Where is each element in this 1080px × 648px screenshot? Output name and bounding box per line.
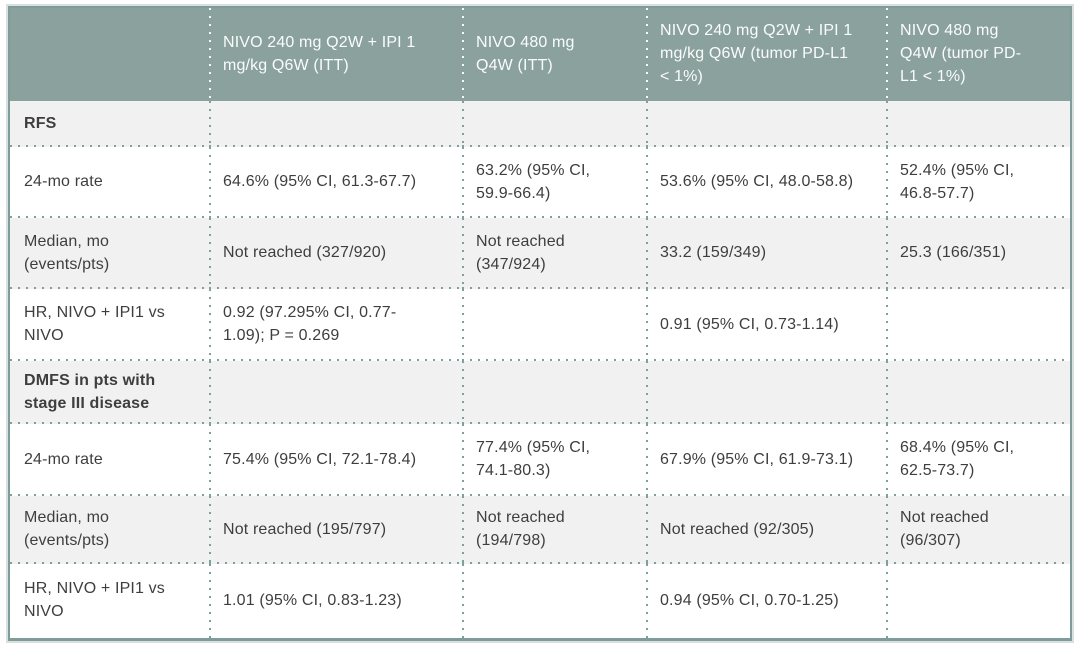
data-cell — [646, 101, 886, 147]
outcomes-table: NIVO 240 mg Q2W + IPI 1 mg/kg Q6W (ITT) … — [8, 6, 1072, 641]
table-row-dmfs-hr: HR, NIVO + IPI1 vs NIVO 1.01 (95% CI, 0.… — [10, 564, 1070, 638]
row-label: 24-mo rate — [10, 147, 209, 218]
data-cell — [886, 101, 1070, 147]
data-cell: Not reached (194/798) — [462, 496, 646, 564]
data-cell: 25.3 (166/351) — [886, 218, 1070, 289]
table-row-dmfs-24mo: 24-mo rate 75.4% (95% CI, 72.1-78.4) 77.… — [10, 424, 1070, 496]
data-cell — [886, 289, 1070, 361]
data-cell — [646, 361, 886, 424]
row-label: HR, NIVO + IPI1 vs NIVO — [10, 564, 209, 638]
data-cell — [209, 361, 462, 424]
results-table: NIVO 240 mg Q2W + IPI 1 mg/kg Q6W (ITT) … — [10, 8, 1070, 638]
data-cell: 68.4% (95% CI, 62.5-73.7) — [886, 424, 1070, 496]
data-cell: 52.4% (95% CI, 46.8-57.7) — [886, 147, 1070, 218]
section-row-rfs: RFS — [10, 101, 1070, 147]
data-cell — [886, 361, 1070, 424]
data-cell: Not reached (96/307) — [886, 496, 1070, 564]
data-cell — [462, 289, 646, 361]
column-header-nivo-ipi-pdl1: NIVO 240 mg Q2W + IPI 1 mg/kg Q6W (tumor… — [646, 8, 886, 101]
header-empty-cell — [10, 8, 209, 101]
data-cell: Not reached (92/305) — [646, 496, 886, 564]
data-cell — [462, 361, 646, 424]
row-label: DMFS in pts with stage III disease — [10, 361, 209, 424]
data-cell: 0.94 (95% CI, 0.70-1.25) — [646, 564, 886, 638]
table-row-rfs-median: Median, mo (events/pts) Not reached (327… — [10, 218, 1070, 289]
column-header-nivo-ipi-itt: NIVO 240 mg Q2W + IPI 1 mg/kg Q6W (ITT) — [209, 8, 462, 101]
column-header-nivo-pdl1: NIVO 480 mg Q4W (tumor PD- L1 < 1%) — [886, 8, 1070, 101]
row-label: 24-mo rate — [10, 424, 209, 496]
table-row-rfs-24mo: 24-mo rate 64.6% (95% CI, 61.3-67.7) 63.… — [10, 147, 1070, 218]
row-label: HR, NIVO + IPI1 vs NIVO — [10, 289, 209, 361]
data-cell: 77.4% (95% CI, 74.1-80.3) — [462, 424, 646, 496]
data-cell: Not reached (347/924) — [462, 218, 646, 289]
data-cell — [886, 564, 1070, 638]
row-label: RFS — [10, 101, 209, 147]
data-cell — [462, 101, 646, 147]
data-cell: 67.9% (95% CI, 61.9-73.1) — [646, 424, 886, 496]
data-cell — [462, 564, 646, 638]
data-cell — [209, 101, 462, 147]
data-cell: 63.2% (95% CI, 59.9-66.4) — [462, 147, 646, 218]
data-cell: 75.4% (95% CI, 72.1-78.4) — [209, 424, 462, 496]
data-cell: 0.91 (95% CI, 0.73-1.14) — [646, 289, 886, 361]
header-row: NIVO 240 mg Q2W + IPI 1 mg/kg Q6W (ITT) … — [10, 8, 1070, 101]
table-row-dmfs-median: Median, mo (events/pts) Not reached (195… — [10, 496, 1070, 564]
column-header-nivo-itt: NIVO 480 mg Q4W (ITT) — [462, 8, 646, 101]
data-cell: Not reached (195/797) — [209, 496, 462, 564]
section-row-dmfs: DMFS in pts with stage III disease — [10, 361, 1070, 424]
row-label: Median, mo (events/pts) — [10, 218, 209, 289]
data-cell: 1.01 (95% CI, 0.83-1.23) — [209, 564, 462, 638]
row-label: Median, mo (events/pts) — [10, 496, 209, 564]
table-row-rfs-hr: HR, NIVO + IPI1 vs NIVO 0.92 (97.295% CI… — [10, 289, 1070, 361]
data-cell: 0.92 (97.295% CI, 0.77- 1.09); P = 0.269 — [209, 289, 462, 361]
data-cell: Not reached (327/920) — [209, 218, 462, 289]
data-cell: 64.6% (95% CI, 61.3-67.7) — [209, 147, 462, 218]
data-cell: 53.6% (95% CI, 48.0-58.8) — [646, 147, 886, 218]
data-cell: 33.2 (159/349) — [646, 218, 886, 289]
